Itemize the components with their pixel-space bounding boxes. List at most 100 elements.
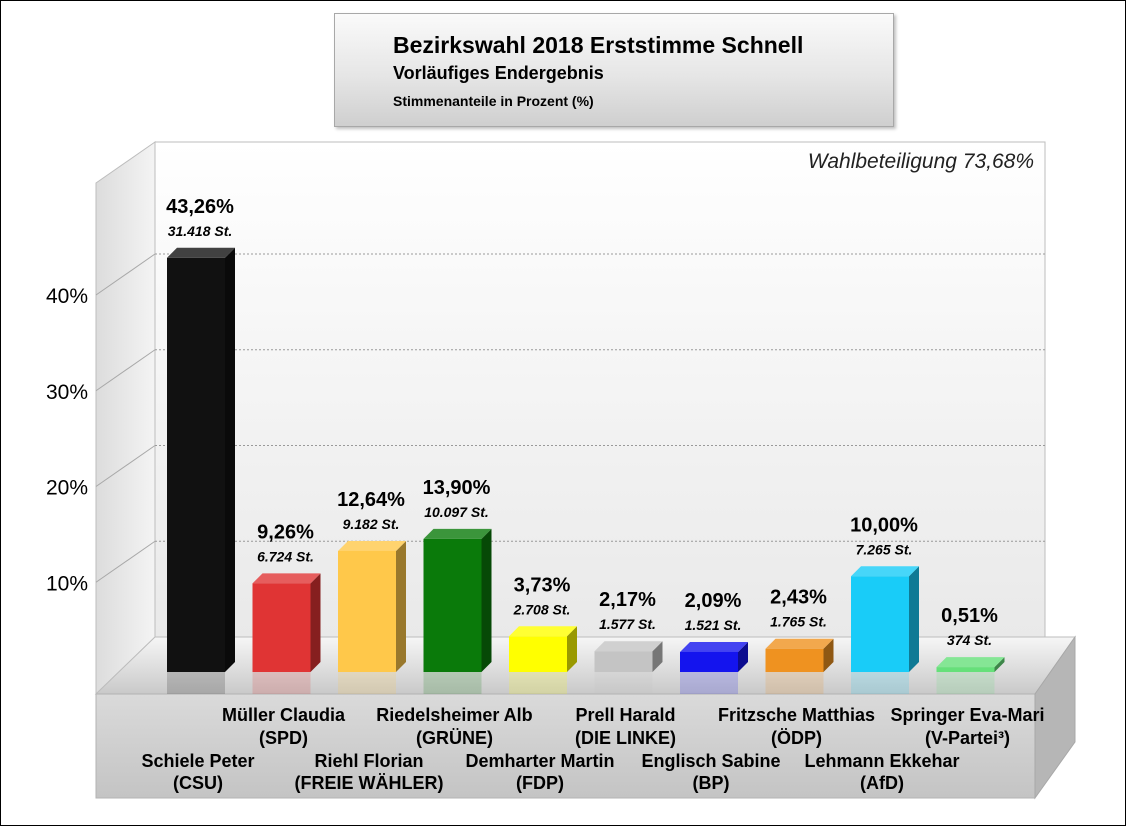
bar-top (680, 641, 748, 652)
bar-top (594, 641, 663, 652)
category-axis-base (95, 693, 1036, 799)
category-label-party: (AfD) (860, 773, 904, 793)
category-label-party: (DIE LINKE) (575, 728, 676, 748)
bar-7 (680, 641, 748, 694)
y-tick-label: 10% (46, 572, 88, 595)
bar-2 (252, 573, 321, 694)
bar-value-label: 9,26% (257, 521, 314, 543)
category-label-name: Müller Claudia (222, 705, 346, 725)
bar-value-label: 2,09% (685, 590, 742, 612)
bar-top (851, 566, 919, 577)
bar-top (936, 657, 1005, 668)
bar-top (167, 247, 235, 258)
y-tick-label: 20% (46, 477, 88, 500)
category-label-party: (FREIE WÄHLER) (295, 773, 444, 793)
chart-floor (94, 636, 1076, 695)
category-label-name: Englisch Sabine (641, 751, 780, 771)
category-label-name: Riehl Florian (314, 751, 423, 771)
bar-value-label: 10,00% (850, 514, 918, 536)
category-label-party: (CSU) (173, 773, 223, 793)
title-box: Bezirkswahl 2018 Erststimme Schnell Vorl… (334, 13, 894, 127)
bar-top (509, 626, 577, 637)
bar-front (765, 648, 824, 672)
bar-front (252, 583, 311, 672)
wall-gridline-10 (95, 540, 156, 583)
bar-votes-label: 6.724 St. (257, 548, 314, 564)
bar-votes-label: 31.418 St. (168, 223, 233, 239)
bar-votes-label: 1.765 St. (770, 614, 827, 630)
y-tick-label: 30% (46, 381, 88, 404)
bar-side (310, 573, 321, 672)
category-label-name: Lehmann Ekkehar (804, 751, 959, 771)
wall-gridline-40 (95, 253, 156, 296)
category-label-party: (BP) (693, 773, 730, 793)
bar-value-label: 0,51% (941, 605, 998, 627)
bar-side (823, 638, 834, 672)
bar-9 (851, 566, 919, 694)
bar-side (567, 626, 577, 672)
bar-reflection (936, 672, 995, 694)
chart-back-wall (154, 141, 1046, 638)
y-tick-label: 40% (46, 285, 88, 308)
bar-front (509, 636, 567, 672)
bar-value-label: 2,17% (599, 589, 656, 611)
category-label-party: (SPD) (259, 728, 308, 748)
bar-reflection (851, 672, 909, 694)
bar-front (936, 667, 995, 672)
category-label-name: Prell Harald (575, 705, 675, 725)
bar-side (225, 247, 235, 672)
category-label-party: (FDP) (516, 773, 564, 793)
bar-votes-label: 9.182 St. (343, 516, 400, 532)
bar-6 (594, 641, 663, 694)
bar-votes-label: 1.577 St. (599, 616, 656, 632)
chart-note: Stimmenanteile in Prozent (%) (393, 93, 594, 109)
bar-top (252, 573, 321, 584)
bar-side (909, 566, 919, 672)
category-label-name: Springer Eva-Mari (890, 705, 1044, 725)
bar-front (680, 651, 738, 672)
category-label-party: (V-Partei³) (925, 728, 1010, 748)
bar-votes-label: 1.521 St. (685, 617, 742, 633)
bar-value-label: 43,26% (166, 196, 234, 218)
chart-left-wall (95, 141, 156, 696)
wall-gridline-20 (95, 445, 156, 487)
bar-votes-label: 7.265 St. (856, 541, 913, 557)
category-axis-base-side (1034, 635, 1076, 800)
bar-value-label: 12,64% (337, 489, 405, 511)
bar-reflection (680, 672, 738, 694)
bar-4 (423, 528, 492, 694)
bar-3 (338, 540, 406, 694)
bar-side (652, 641, 663, 672)
bar-5 (509, 626, 577, 694)
bar-8 (765, 638, 834, 694)
bar-value-label: 13,90% (423, 477, 491, 499)
bar-reflection (167, 672, 225, 694)
bar-votes-label: 10.097 St. (424, 504, 489, 520)
bar-side (994, 657, 1005, 672)
bar-front (423, 538, 482, 672)
bar-top (338, 540, 406, 551)
chart-subtitle: Vorläufiges Endergebnis (393, 63, 604, 83)
category-label-name: Demharter Martin (465, 751, 614, 771)
bar-front (851, 576, 909, 672)
category-label-name: Fritzsche Matthias (718, 705, 875, 725)
bar-reflection (594, 672, 653, 694)
category-label-party: (ÖDP) (771, 728, 822, 748)
category-label-party: (GRÜNE) (416, 728, 493, 748)
bar-front (338, 550, 396, 672)
bar-reflection (252, 672, 311, 694)
bar-value-label: 2,43% (770, 587, 827, 609)
category-label-name: Riedelsheimer Alb (376, 705, 532, 725)
bar-1 (167, 247, 235, 694)
bar-side (396, 540, 406, 672)
bar-side (738, 641, 748, 672)
category-label-name: Schiele Peter (141, 751, 254, 771)
bar-front (167, 257, 225, 672)
bar-top (765, 638, 834, 649)
chart-title: Bezirkswahl 2018 Erststimme Schnell (393, 32, 804, 58)
bar-reflection (765, 672, 824, 694)
bar-votes-label: 2.708 St. (513, 601, 571, 617)
bar-value-label: 3,73% (514, 574, 571, 596)
